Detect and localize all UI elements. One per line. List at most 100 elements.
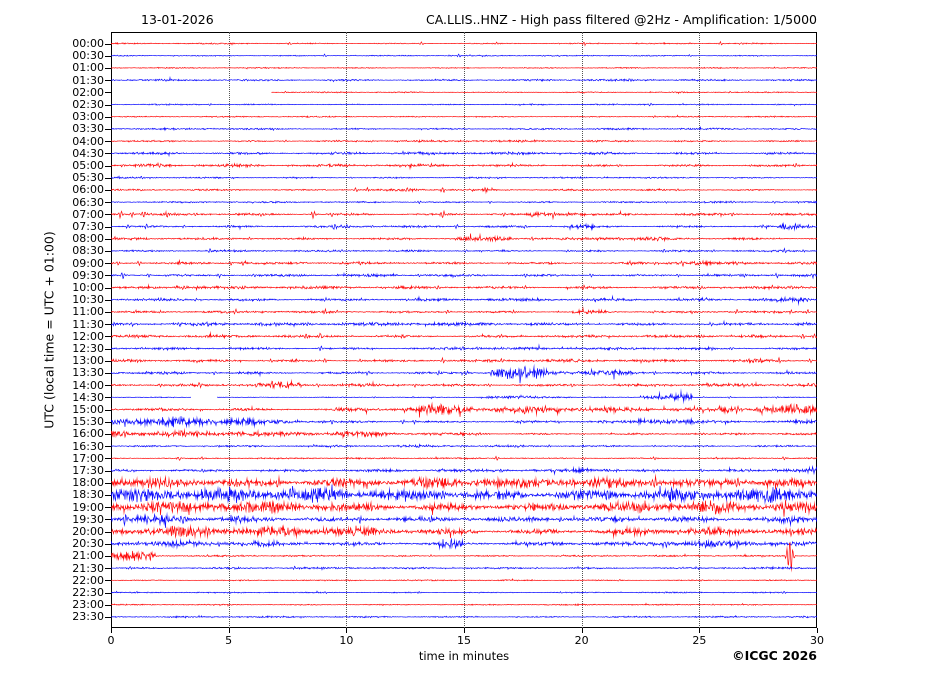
- y-tick-label-0630: 06:30: [72, 195, 104, 209]
- y-tick-label-1230: 12:30: [72, 342, 104, 355]
- y-tick-mark: [105, 397, 111, 399]
- y-tick-mark: [105, 494, 111, 496]
- x-tick-mark: [817, 628, 818, 633]
- x-tick-mark: [699, 628, 701, 633]
- y-tick-mark: [105, 421, 111, 423]
- x-tick-mark: [111, 628, 112, 633]
- y-tick-mark: [105, 165, 111, 167]
- y-tick-label-1330: 13:30: [72, 366, 104, 380]
- x-tick-mark: [346, 628, 348, 633]
- date-label: 13-01-2026: [141, 12, 214, 27]
- y-tick-label-2130: 21:30: [72, 561, 104, 575]
- y-tick-label-1000: 10:00: [72, 281, 104, 294]
- y-tick-mark: [105, 226, 111, 228]
- y-tick-mark: [105, 372, 111, 374]
- y-tick-label-1430: 14:30: [72, 390, 104, 404]
- copyright-label: ©ICGC 2026: [732, 648, 817, 663]
- y-tick-mark: [105, 470, 111, 472]
- y-tick-mark: [105, 433, 111, 435]
- y-tick-label-2200: 22:00: [72, 573, 104, 587]
- y-tick-label-1400: 14:00: [72, 378, 104, 392]
- y-tick-label-0500: 05:00: [72, 159, 104, 172]
- y-tick-label-1100: 11:00: [72, 305, 104, 319]
- y-tick-mark: [105, 299, 111, 301]
- y-tick-label-0200: 02:00: [72, 85, 104, 99]
- y-tick-label-0230: 02:30: [72, 98, 104, 111]
- y-tick-mark: [105, 287, 111, 289]
- y-tick-label-1730: 17:30: [72, 464, 104, 477]
- x-tick-label-10: 10: [339, 634, 354, 647]
- y-tick-label-0400: 04:00: [72, 134, 104, 148]
- y-tick-mark: [105, 116, 111, 118]
- y-tick-mark: [105, 543, 111, 545]
- y-tick-label-2030: 20:30: [72, 537, 104, 551]
- y-tick-label-0000: 00:00: [72, 37, 104, 50]
- y-tick-label-2300: 23:00: [72, 598, 104, 612]
- y-tick-mark: [105, 141, 111, 143]
- y-tick-mark: [105, 580, 111, 582]
- y-tick-mark: [105, 311, 111, 313]
- y-tick-label-0330: 03:30: [72, 122, 104, 136]
- y-tick-label-1930: 19:30: [72, 512, 104, 526]
- x-tick-label-30: 30: [810, 634, 824, 647]
- y-tick-mark: [105, 324, 111, 326]
- y-tick-mark: [105, 250, 111, 252]
- y-tick-label-0430: 04:30: [72, 146, 104, 160]
- x-tick-mark: [228, 628, 230, 633]
- seismogram-traces: [111, 32, 817, 628]
- y-tick-mark: [105, 458, 111, 460]
- y-tick-mark: [105, 519, 111, 521]
- y-tick-label-2230: 22:30: [72, 586, 104, 599]
- y-tick-mark: [105, 385, 111, 387]
- x-tick-mark: [581, 628, 583, 633]
- y-tick-mark: [105, 592, 111, 594]
- y-tick-mark: [105, 43, 111, 45]
- y-tick-mark: [105, 604, 111, 606]
- y-tick-label-0730: 07:30: [72, 220, 104, 233]
- y-tick-mark: [105, 482, 111, 484]
- y-tick-label-0030: 00:30: [72, 49, 104, 63]
- y-tick-mark: [105, 568, 111, 570]
- y-tick-label-1900: 19:00: [72, 500, 104, 514]
- y-tick-label-1530: 15:30: [72, 415, 104, 429]
- y-tick-mark: [105, 263, 111, 265]
- x-tick-label-0: 0: [107, 634, 115, 647]
- y-tick-mark: [105, 555, 111, 557]
- y-tick-label-1300: 13:00: [72, 354, 104, 368]
- y-tick-label-0830: 08:30: [72, 244, 104, 258]
- y-tick-label-1630: 16:30: [72, 439, 104, 453]
- y-tick-mark: [105, 55, 111, 57]
- y-tick-label-0600: 06:00: [72, 183, 104, 197]
- y-tick-mark: [105, 80, 111, 82]
- y-tick-label-1600: 16:00: [72, 427, 104, 441]
- y-tick-label-2330: 23:30: [72, 610, 104, 624]
- y-tick-mark: [105, 177, 111, 179]
- y-tick-mark: [105, 616, 111, 618]
- x-tick-mark: [464, 628, 465, 633]
- y-tick-mark: [105, 531, 111, 533]
- y-tick-mark: [105, 202, 111, 204]
- x-tick-label-20: 20: [574, 634, 589, 647]
- y-tick-mark: [105, 67, 111, 69]
- y-tick-label-0100: 01:00: [72, 61, 104, 75]
- x-tick-label-25: 25: [692, 634, 707, 647]
- y-tick-mark: [105, 92, 111, 94]
- y-tick-mark: [105, 446, 111, 448]
- y-tick-mark: [105, 238, 111, 240]
- y-tick-mark: [105, 214, 111, 216]
- x-tick-label-15: 15: [457, 634, 471, 647]
- y-tick-label-0300: 03:00: [72, 110, 104, 124]
- y-tick-label-0700: 07:00: [72, 207, 104, 221]
- y-tick-mark: [105, 507, 111, 509]
- y-tick-label-1700: 17:00: [72, 451, 104, 465]
- y-tick-label-0800: 08:00: [72, 232, 104, 246]
- y-tick-label-1500: 15:00: [72, 403, 104, 416]
- x-axis-title: time in minutes: [418, 649, 510, 663]
- y-tick-label-1830: 18:30: [72, 488, 104, 502]
- y-tick-label-1130: 11:30: [72, 317, 104, 331]
- y-tick-mark: [105, 104, 111, 106]
- y-tick-label-0930: 09:30: [72, 268, 104, 282]
- y-tick-mark: [105, 336, 111, 338]
- y-tick-mark: [105, 153, 111, 155]
